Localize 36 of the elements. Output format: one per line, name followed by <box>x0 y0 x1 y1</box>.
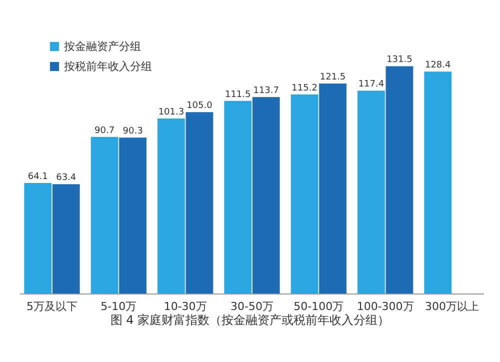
data-label: 64.1 <box>28 172 48 182</box>
data-label: 113.7 <box>253 86 280 96</box>
bar <box>290 94 318 294</box>
x-tick-label: 5万及以下 <box>26 300 78 313</box>
bar <box>424 72 452 294</box>
bar <box>358 90 385 294</box>
bar <box>386 66 414 294</box>
x-tick-label: 50-100万 <box>294 300 344 313</box>
data-label: 121.5 <box>320 72 346 83</box>
bar <box>52 184 80 294</box>
bar <box>224 100 252 294</box>
x-tick-label: 30-50万 <box>230 300 274 313</box>
data-label: 128.4 <box>424 60 452 71</box>
bar <box>119 138 146 294</box>
bar <box>24 182 52 294</box>
bar <box>252 97 280 294</box>
data-label: 111.5 <box>224 90 251 100</box>
caption: 图 4 家庭财富指数（按金融资产或税前年收入分组） <box>110 313 390 327</box>
x-tick-label: 5-10万 <box>100 300 137 313</box>
x-tick-label: 300万以上 <box>425 300 479 313</box>
data-label: 115.2 <box>292 83 318 94</box>
legend-label: 按金融资产分组 <box>64 40 141 53</box>
bar <box>158 118 185 294</box>
bar <box>90 136 118 294</box>
data-label: 90.7 <box>94 126 115 136</box>
data-label: 63.4 <box>56 173 76 184</box>
data-label: 117.4 <box>358 80 384 90</box>
bar <box>319 84 346 294</box>
data-label: 131.5 <box>386 55 412 66</box>
x-tick-label: 100-300万 <box>356 300 414 313</box>
data-label: 105.0 <box>186 101 213 112</box>
bar <box>186 112 214 294</box>
legend-label: 按税前年收入分组 <box>64 60 152 73</box>
data-label: 101.3 <box>158 108 184 118</box>
x-tick-label: 10-30万 <box>164 300 207 313</box>
data-label: 90.3 <box>122 126 143 137</box>
